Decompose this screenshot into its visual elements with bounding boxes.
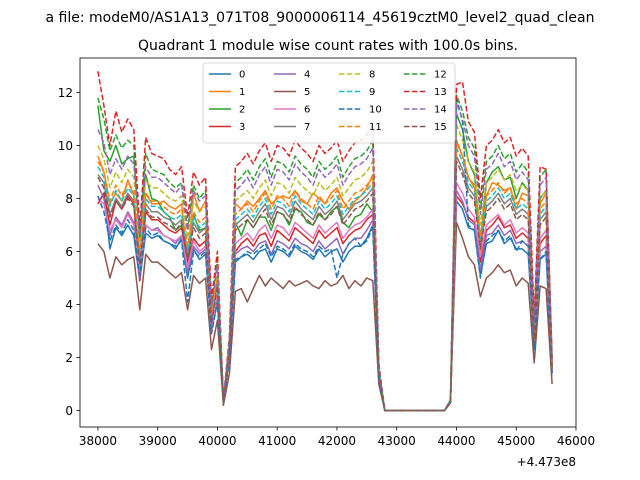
x-tick-label: 40000: [198, 434, 236, 448]
x-tick-label: 46000: [557, 434, 595, 448]
legend-label: 4: [304, 70, 310, 81]
chart-title: Quadrant 1 module wise count rates with …: [138, 38, 518, 54]
legend-label: 6: [304, 105, 310, 116]
series-line-5: [97, 221, 553, 412]
legend-label: 8: [369, 70, 375, 81]
legend-label: 1: [239, 87, 245, 98]
legend-label: 5: [304, 87, 310, 98]
legend-label: 11: [369, 122, 382, 133]
x-tick-label: 43000: [378, 434, 416, 448]
y-tick-label: 12: [58, 86, 73, 100]
x-tick-label: 45000: [497, 434, 535, 448]
series-line-7: [97, 155, 553, 412]
legend-label: 10: [369, 105, 382, 116]
legend-label: 12: [434, 70, 447, 81]
legend-box: [202, 62, 456, 144]
y-tick-label: 4: [65, 298, 73, 312]
plot-lines: [97, 71, 553, 412]
axes-frame: [79, 57, 577, 428]
y-tick-label: 8: [65, 192, 73, 206]
x-tick-label: 44000: [437, 434, 475, 448]
x-tick-label: 39000: [139, 434, 177, 448]
x-axis-offset-label: +4.473e8: [517, 455, 576, 469]
y-tick-label: 0: [65, 404, 73, 418]
legend-label: 2: [239, 105, 245, 116]
x-tick-label: 42000: [318, 434, 356, 448]
x-axis-ticks: 38000 39000 40000 41000 42000 43000 44000 45000…: [79, 427, 595, 448]
legend-label: 14: [434, 105, 447, 116]
series-line-10: [97, 97, 553, 412]
legend-label: 15: [434, 122, 447, 133]
series-line-11: [97, 142, 553, 412]
legend-label: 3: [239, 122, 245, 133]
x-tick-label: 41000: [258, 434, 296, 448]
y-tick-label: 2: [65, 351, 73, 365]
legend-label: 9: [369, 87, 375, 98]
y-tick-label: 10: [58, 139, 73, 153]
series-line-12: [97, 94, 553, 412]
series-line-3: [97, 192, 553, 412]
series-line-8: [97, 123, 553, 412]
series-line-13: [97, 71, 553, 412]
series-line-14: [97, 102, 553, 412]
series-line-15: [97, 160, 553, 412]
x-tick-label: 38000: [79, 434, 117, 448]
figure-suptitle: a file: modeM0/AS1A13_071T08_9000006114_…: [46, 10, 595, 26]
series-line-9: [97, 147, 553, 412]
y-tick-label: 6: [65, 245, 73, 259]
legend-label: 7: [304, 122, 310, 133]
y-axis-ticks: 0 2 4 6 8 10 12: [58, 86, 80, 418]
series-line-6: [97, 181, 553, 412]
legend-label: 0: [239, 70, 245, 81]
legend-label: 13: [434, 87, 447, 98]
